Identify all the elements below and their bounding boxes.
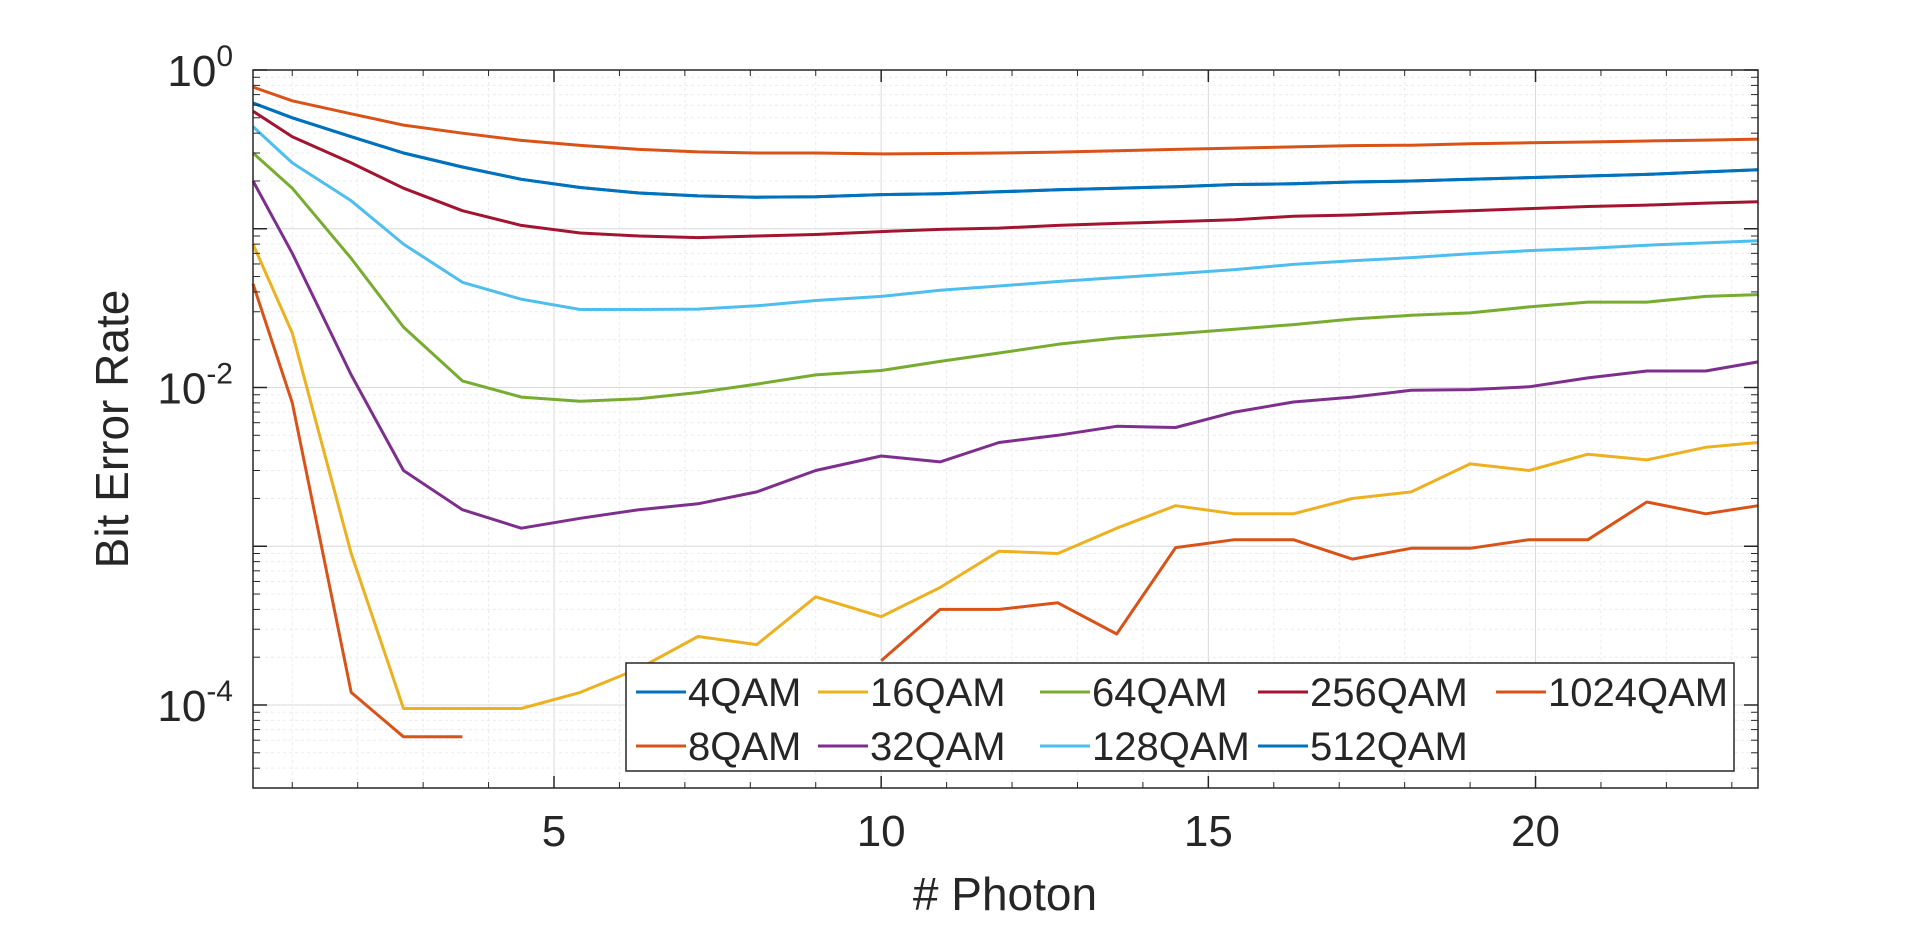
x-axis-title: # Photon [913,868,1097,920]
axis-ticks [253,69,1758,789]
legend-label-32qam: 32QAM [870,725,1006,769]
y-tick-label: 10-4 [157,675,233,731]
x-tick-label: 15 [1184,807,1233,856]
x-tick-label: 5 [542,807,566,856]
series-layer [251,85,1759,739]
legend-box [625,662,1735,772]
legend-label-512qam: 512QAM [1310,725,1468,769]
tick-labels: 5 10 15 20 100 10-2 10-4 [157,40,1560,856]
series-line-128qam [251,125,1759,311]
legend-label-1024qam: 1024QAM [1548,671,1728,715]
y-axis-title: Bit Error Rate [86,290,138,569]
y-tick-label: 100 [167,40,233,96]
series-line-256qam [252,109,1759,240]
x-tick-label: 10 [857,807,906,856]
legend-label-8qam: 8QAM [688,725,801,769]
y-tick-label: 10-2 [157,357,233,413]
series-line-64qam [251,151,1759,403]
legend-label-256qam: 256QAM [1310,671,1468,715]
legend-label-128qam: 128QAM [1092,725,1250,769]
legend-label-16qam: 16QAM [870,671,1006,715]
legend-label-4qam: 4QAM [688,671,801,715]
legend-label-64qam: 64QAM [1092,671,1228,715]
series-line-1024qam [252,85,1759,156]
plot-frame [252,69,1759,789]
series-line-512qam [252,101,1759,199]
series-line-8qam [251,283,1759,739]
series-line-32qam [251,180,1759,530]
legend: 4QAM 16QAM 64QAM 256QAM 1024QAM 8QAM 32QAM 128Q… [625,662,1735,772]
x-tick-label: 20 [1511,807,1560,856]
series-line-16qam [251,243,1759,710]
